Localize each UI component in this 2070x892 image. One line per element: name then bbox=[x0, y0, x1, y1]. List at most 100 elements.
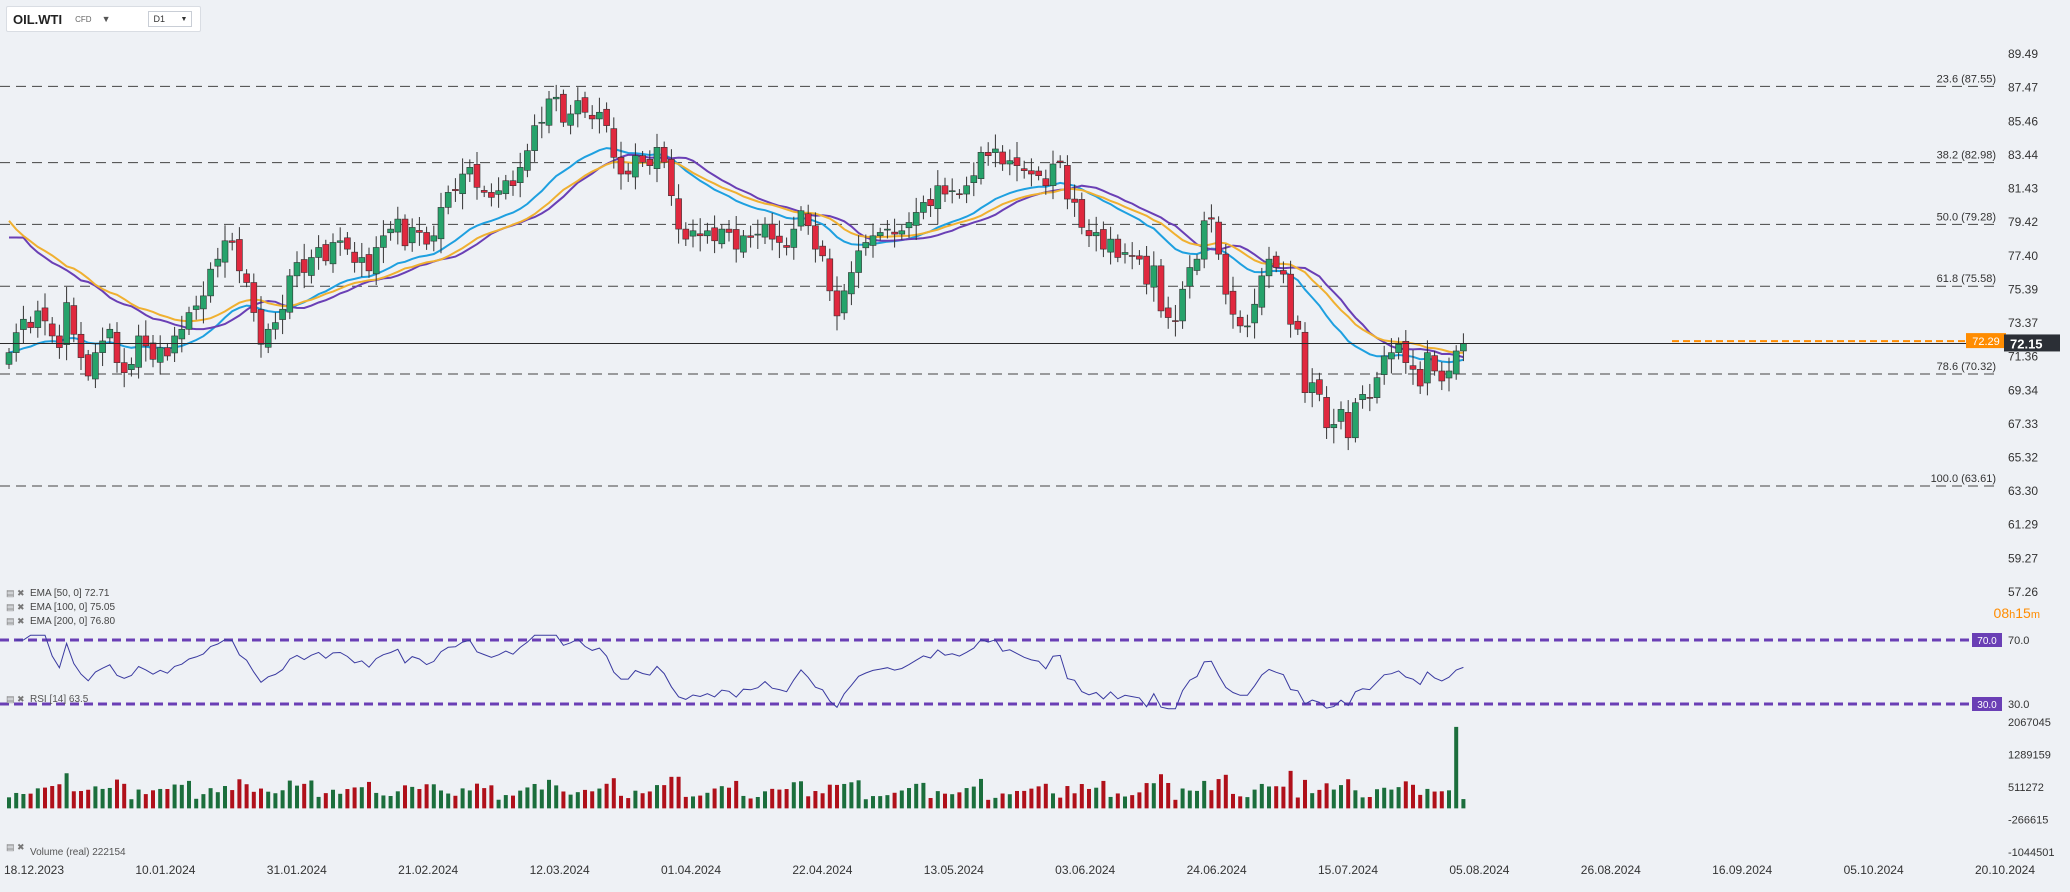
candle-body bbox=[264, 328, 272, 348]
volume-tick-label: 2067045 bbox=[2008, 717, 2051, 729]
candle-body bbox=[934, 185, 942, 210]
candle-body bbox=[372, 247, 380, 275]
candle-body bbox=[142, 335, 150, 347]
volume-bar bbox=[172, 784, 177, 809]
current-price-value: 72.15 bbox=[2010, 336, 2043, 351]
volume-bar bbox=[727, 787, 731, 809]
date-tick-label: 31.01.2024 bbox=[267, 863, 327, 877]
volume-bar bbox=[1166, 782, 1171, 809]
price-axis[interactable]: 89.49 87.47 85.46 83.44 81.43 79.42 77.40 75.39… bbox=[1966, 47, 2060, 599]
candle-body bbox=[365, 254, 373, 272]
volume-bar bbox=[230, 790, 235, 809]
volume-bar bbox=[763, 791, 767, 809]
price-tick-label: 87.47 bbox=[2008, 81, 2038, 95]
volume-bar bbox=[1238, 796, 1243, 809]
candle-body bbox=[394, 218, 402, 233]
volume-bar bbox=[395, 791, 400, 809]
candle-body bbox=[480, 190, 488, 193]
candle-body bbox=[1215, 221, 1222, 255]
volume-bar bbox=[388, 796, 393, 809]
volume-bar bbox=[719, 786, 724, 809]
volume-bar bbox=[1360, 797, 1365, 809]
candle-body bbox=[358, 257, 366, 263]
candle-body bbox=[466, 167, 474, 175]
symbol-dropdown-icon[interactable]: ▼ bbox=[101, 14, 111, 24]
volume-bar bbox=[590, 791, 595, 809]
candle-body bbox=[970, 175, 978, 183]
date-tick-label: 10.01.2024 bbox=[135, 863, 195, 877]
volume-tick-label: -1044501 bbox=[2008, 847, 2055, 859]
candle-body bbox=[1049, 163, 1057, 187]
volume-bar bbox=[1245, 797, 1250, 809]
legend-controls-icon: ▤ ✖ bbox=[6, 616, 25, 626]
volume-bar bbox=[1223, 774, 1228, 809]
price-tick-label: 67.33 bbox=[2008, 417, 2038, 431]
candle-body bbox=[1150, 265, 1158, 288]
volume-bar bbox=[604, 783, 609, 809]
date-tick-label: 12.03.2024 bbox=[530, 863, 590, 877]
candle-body bbox=[156, 347, 164, 363]
candle-body bbox=[502, 180, 510, 195]
volume-bar bbox=[655, 785, 659, 809]
price-tick-label: 77.40 bbox=[2008, 249, 2038, 263]
candle-body bbox=[1337, 409, 1345, 422]
volume-bar bbox=[986, 799, 991, 809]
volume-bar bbox=[633, 790, 638, 809]
volume-bar bbox=[561, 791, 566, 809]
volume-bar bbox=[208, 788, 213, 809]
candle-body bbox=[48, 323, 56, 337]
volume-bar bbox=[309, 780, 314, 809]
volume-bar bbox=[835, 784, 839, 809]
timeframe-select[interactable]: D1 ▼ bbox=[148, 11, 193, 27]
fib-label: 100.0 (63.61) bbox=[1931, 473, 1996, 485]
volume-bar bbox=[1159, 774, 1163, 809]
candle-body bbox=[1136, 255, 1143, 260]
candle-body bbox=[34, 310, 42, 328]
price-tick-label: 89.49 bbox=[2008, 47, 2038, 61]
rsi-axis-label: 30.0 bbox=[2008, 699, 2029, 711]
legend-entry: EMA [50, 0] 72.71 bbox=[30, 588, 110, 599]
candle-body bbox=[682, 228, 690, 240]
volume-bar bbox=[611, 778, 616, 809]
candle-body bbox=[128, 364, 135, 370]
candle-body bbox=[1229, 290, 1237, 315]
candle-body bbox=[380, 235, 387, 248]
instrument-type: CFD bbox=[75, 14, 92, 24]
candle-body bbox=[1020, 168, 1028, 171]
rsi-level-value: 70.0 bbox=[1977, 636, 1997, 647]
rsi-axis-label: 70.0 bbox=[2008, 635, 2029, 647]
volume-bar bbox=[1454, 726, 1459, 809]
candle-body bbox=[1028, 170, 1035, 175]
candle-body bbox=[754, 233, 762, 236]
candle-body bbox=[1092, 232, 1100, 237]
candle-body bbox=[1265, 258, 1273, 277]
volume-bar bbox=[813, 791, 818, 809]
candle-body bbox=[718, 228, 726, 245]
candle-body bbox=[250, 282, 258, 313]
candle-body bbox=[668, 159, 675, 197]
volume-bar bbox=[1151, 783, 1156, 809]
price-tick-label: 61.29 bbox=[2008, 518, 2038, 532]
candle-body bbox=[1164, 307, 1172, 318]
candle-body bbox=[1071, 198, 1078, 203]
candle-body bbox=[1258, 275, 1266, 308]
candle-body bbox=[120, 362, 128, 373]
candle-body bbox=[185, 312, 193, 330]
volume-bar bbox=[885, 795, 890, 809]
symbol-name[interactable]: OIL.WTI bbox=[13, 11, 63, 27]
volume-bar bbox=[367, 781, 371, 809]
fib-label: 50.0 (79.28) bbox=[1937, 211, 1996, 223]
volume-bar bbox=[1101, 780, 1106, 809]
candle-body bbox=[1157, 265, 1165, 312]
time-axis[interactable]: 18.12.2023 10.01.2024 31.01.2024 21.02.2024… bbox=[4, 863, 2035, 877]
candle-body bbox=[941, 185, 949, 195]
date-tick-label: 24.06.2024 bbox=[1187, 863, 1247, 877]
price-tick-label: 69.34 bbox=[2008, 383, 2038, 397]
volume-bar bbox=[1209, 790, 1214, 809]
volume-bar bbox=[403, 785, 407, 809]
volume-bar bbox=[525, 787, 530, 809]
candles bbox=[5, 84, 1467, 451]
volume-bar bbox=[115, 779, 119, 809]
candle-body bbox=[70, 305, 78, 335]
